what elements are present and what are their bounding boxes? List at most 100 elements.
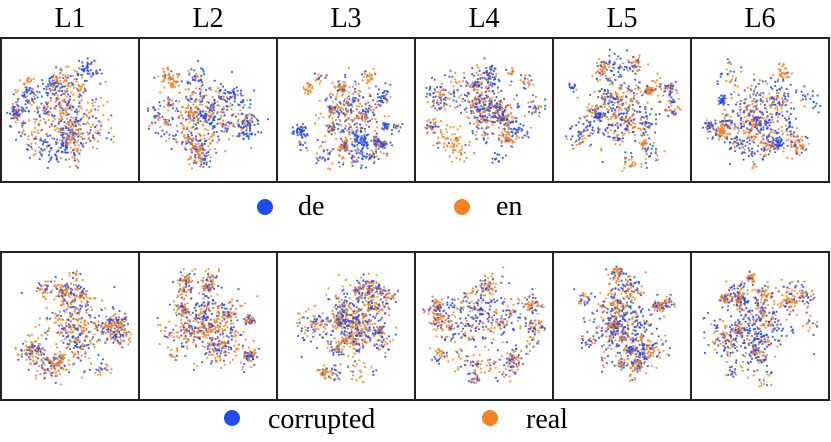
scatter-point [215, 130, 218, 134]
scatter-point [786, 99, 789, 102]
scatter-point [500, 118, 503, 121]
scatter-point [212, 105, 216, 108]
scatter-point [528, 110, 531, 113]
scatter-point [767, 119, 771, 122]
scatter-point [42, 118, 46, 121]
scatter-point [344, 81, 347, 84]
scatter-point [463, 93, 466, 96]
scatter-point [56, 141, 59, 144]
scatter-point [675, 89, 678, 92]
scatter-point [242, 131, 245, 135]
scatter-point [30, 145, 33, 148]
scatter-point [667, 85, 670, 88]
scatter-point [354, 87, 357, 90]
scatter-point [493, 92, 496, 95]
scatter-point [22, 129, 25, 132]
scatter-point [589, 123, 592, 127]
scatter-point [300, 130, 303, 133]
scatter-point [611, 109, 614, 112]
scatter-point [201, 110, 204, 113]
scatter-point [440, 82, 443, 85]
scatter-point [447, 142, 450, 145]
scatter-point [464, 99, 467, 102]
scatter-point [363, 134, 366, 137]
scatter-point [86, 72, 89, 75]
scatter-point [801, 98, 805, 101]
scatter-point [91, 73, 94, 76]
scatter-point [208, 137, 211, 141]
scatter-point [728, 162, 732, 165]
scatter-point [354, 122, 357, 126]
scatter-point [338, 118, 341, 121]
scatter-point [497, 105, 500, 108]
scatter-point [738, 105, 742, 108]
scatter-point [759, 99, 762, 102]
scatter-point [670, 104, 673, 107]
scatter-point [194, 91, 197, 94]
scatter-point [565, 135, 568, 138]
scatter-point [500, 134, 503, 137]
scatter-point [619, 138, 622, 141]
scatter-point [623, 82, 626, 85]
scatter-point [185, 97, 188, 100]
scatter-point [197, 80, 200, 83]
scatter-point [595, 116, 598, 119]
scatter-point [635, 100, 638, 103]
scatter-point [245, 127, 248, 130]
scatter-point [601, 160, 604, 164]
scatter-point [238, 132, 241, 135]
scatter-point [451, 133, 454, 136]
scatter-point [772, 148, 776, 151]
scatter-point [625, 86, 628, 89]
scatter-point [357, 82, 360, 86]
scatter-point [68, 124, 71, 127]
scatter-point [751, 154, 754, 157]
scatter-point [588, 110, 591, 113]
scatter-point [237, 118, 240, 121]
scatter-point [361, 115, 364, 118]
scatter-point [336, 81, 339, 84]
scatter-point [705, 123, 708, 126]
scatter-point [473, 89, 476, 92]
scatter-point [347, 116, 350, 119]
scatter-point [502, 135, 505, 138]
scatter-point [338, 165, 341, 168]
scatter-point [239, 109, 242, 112]
scatter-point [231, 113, 234, 116]
scatter-point [764, 142, 767, 145]
scatter-point [723, 117, 726, 120]
scatter-point [338, 106, 341, 109]
scatter-point [709, 120, 712, 123]
scatter-point [357, 135, 360, 138]
scatter-point [774, 129, 777, 132]
scatter-point [596, 61, 599, 64]
scatter-point [773, 151, 777, 154]
scatter-point [637, 65, 640, 68]
scatter-point [792, 135, 795, 138]
scatter-point [328, 129, 331, 132]
scatter-point [435, 101, 438, 104]
scatter-point [63, 92, 66, 95]
scatter-point [632, 161, 635, 164]
scatter-point [55, 78, 59, 81]
scatter-point [364, 102, 367, 106]
scatter-point [752, 114, 755, 117]
scatter-point [60, 114, 63, 117]
scatter-point [88, 72, 91, 75]
scatter-point [71, 156, 74, 159]
scatter-point [86, 57, 89, 60]
scatter-point [753, 151, 756, 154]
scatter-point [99, 82, 102, 85]
scatter-point [157, 108, 160, 111]
scatter-point [12, 109, 15, 112]
scatter-point [361, 127, 364, 130]
scatter-point [344, 139, 347, 142]
scatter-point [577, 142, 581, 146]
scatter-point [86, 101, 89, 104]
scatter-point [723, 141, 726, 144]
scatter-point [812, 106, 815, 110]
scatter-point [315, 152, 318, 155]
scatter-point [322, 150, 325, 153]
scatter-point [232, 91, 235, 94]
scatter-point [800, 145, 803, 148]
